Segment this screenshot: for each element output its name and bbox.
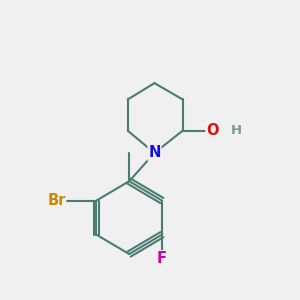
Text: Br: Br — [47, 193, 66, 208]
Text: O: O — [206, 123, 219, 138]
Text: F: F — [157, 251, 167, 266]
Text: H: H — [231, 124, 242, 137]
Text: N: N — [148, 146, 160, 160]
